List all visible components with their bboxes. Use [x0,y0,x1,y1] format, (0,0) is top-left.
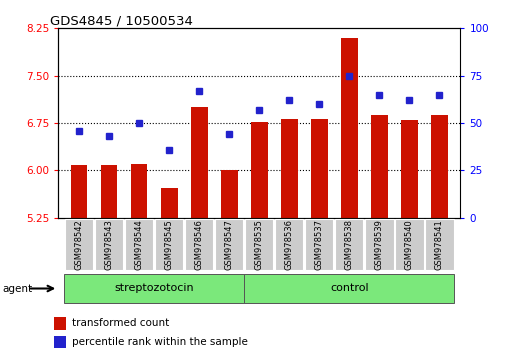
Bar [340,38,357,218]
Bar [281,119,297,218]
Bar [54,336,66,348]
Text: GSM978541: GSM978541 [434,219,443,270]
Bar [131,164,147,218]
FancyBboxPatch shape [425,219,452,270]
Text: GSM978546: GSM978546 [194,219,204,270]
Text: streptozotocin: streptozotocin [114,283,194,293]
Text: GSM978544: GSM978544 [134,219,143,270]
Text: transformed count: transformed count [72,318,169,329]
FancyBboxPatch shape [125,219,153,270]
Text: GSM978535: GSM978535 [255,219,263,270]
FancyBboxPatch shape [215,219,243,270]
Text: GSM978539: GSM978539 [374,219,383,270]
Text: GSM978547: GSM978547 [224,219,233,270]
Text: GSM978543: GSM978543 [105,219,114,270]
Text: agent: agent [3,284,33,294]
Text: GSM978538: GSM978538 [344,219,353,270]
FancyBboxPatch shape [305,219,333,270]
FancyBboxPatch shape [64,274,244,303]
Bar [71,165,87,218]
Bar [250,122,267,218]
Bar [101,165,117,218]
Text: GSM978542: GSM978542 [75,219,83,270]
FancyBboxPatch shape [244,274,453,303]
Bar [221,170,237,218]
Text: GSM978545: GSM978545 [165,219,173,270]
Bar [430,115,447,218]
FancyBboxPatch shape [365,219,393,270]
Bar [400,120,417,218]
FancyBboxPatch shape [245,219,273,270]
Text: GDS4845 / 10500534: GDS4845 / 10500534 [50,14,192,27]
Bar [311,119,327,218]
Text: GSM978540: GSM978540 [404,219,413,270]
Text: GSM978536: GSM978536 [284,219,293,270]
Text: control: control [329,283,368,293]
Bar [54,317,66,330]
Text: GSM978537: GSM978537 [314,219,323,270]
FancyBboxPatch shape [65,219,93,270]
Bar [191,107,207,218]
FancyBboxPatch shape [275,219,303,270]
FancyBboxPatch shape [185,219,213,270]
Bar [370,115,387,218]
FancyBboxPatch shape [394,219,423,270]
FancyBboxPatch shape [95,219,123,270]
Text: percentile rank within the sample: percentile rank within the sample [72,337,247,347]
FancyBboxPatch shape [155,219,183,270]
FancyBboxPatch shape [335,219,363,270]
Bar [161,188,177,218]
